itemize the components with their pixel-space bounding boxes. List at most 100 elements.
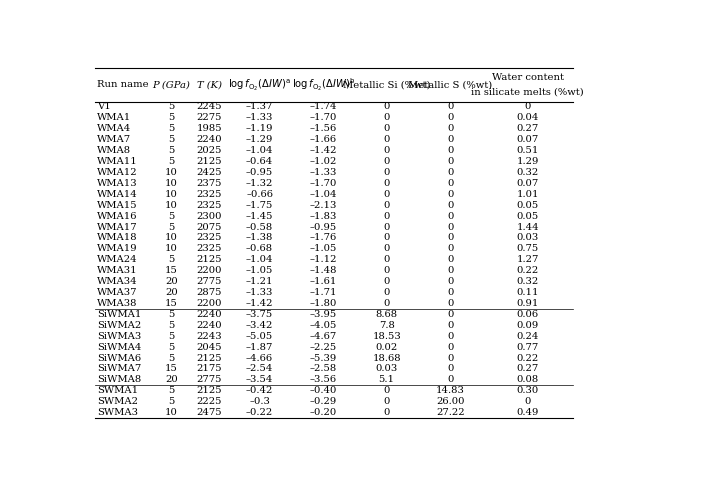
Text: –1.83: –1.83 <box>309 212 337 221</box>
Text: 0: 0 <box>447 332 453 341</box>
Text: –3.54: –3.54 <box>246 375 273 384</box>
Text: 0.22: 0.22 <box>516 354 539 362</box>
Text: WMA13: WMA13 <box>97 179 138 188</box>
Text: 0.32: 0.32 <box>516 277 539 286</box>
Text: 10: 10 <box>165 168 178 177</box>
Text: 0.08: 0.08 <box>516 375 539 384</box>
Text: 0: 0 <box>447 266 453 275</box>
Text: 0.09: 0.09 <box>516 321 539 330</box>
Text: 0.04: 0.04 <box>516 113 539 122</box>
Text: –0.29: –0.29 <box>309 397 337 406</box>
Text: Water content: Water content <box>491 73 563 82</box>
Text: SWMA1: SWMA1 <box>97 386 138 395</box>
Text: SiWMA3: SiWMA3 <box>97 332 141 341</box>
Text: 0: 0 <box>384 157 390 166</box>
Text: –0.40: –0.40 <box>309 386 337 395</box>
Text: 0.07: 0.07 <box>516 179 539 188</box>
Text: 5: 5 <box>168 102 175 111</box>
Text: 2875: 2875 <box>196 288 222 297</box>
Text: 0.51: 0.51 <box>516 146 539 155</box>
Text: 0: 0 <box>384 266 390 275</box>
Text: –1.05: –1.05 <box>309 244 337 253</box>
Text: WMA31: WMA31 <box>97 266 138 275</box>
Text: 0: 0 <box>384 397 390 406</box>
Text: –0.42: –0.42 <box>246 386 273 395</box>
Text: 2243: 2243 <box>196 332 222 341</box>
Text: 0: 0 <box>384 124 390 133</box>
Text: 0: 0 <box>384 190 390 199</box>
Text: 0: 0 <box>384 255 390 264</box>
Text: 5: 5 <box>168 386 175 395</box>
Text: 0.06: 0.06 <box>516 310 538 319</box>
Text: 0: 0 <box>447 102 453 111</box>
Text: WMA14: WMA14 <box>97 190 138 199</box>
Text: 0.24: 0.24 <box>516 332 539 341</box>
Text: 0: 0 <box>447 201 453 210</box>
Text: 0: 0 <box>384 113 390 122</box>
Text: –1.04: –1.04 <box>309 190 337 199</box>
Text: SiWMA2: SiWMA2 <box>97 321 141 330</box>
Text: 0: 0 <box>447 255 453 264</box>
Text: 14.83: 14.83 <box>436 386 465 395</box>
Text: 2025: 2025 <box>196 146 222 155</box>
Text: –1.32: –1.32 <box>246 179 273 188</box>
Text: 1.01: 1.01 <box>516 190 539 199</box>
Text: 0: 0 <box>384 244 390 253</box>
Text: 10: 10 <box>165 190 178 199</box>
Text: 0: 0 <box>447 375 453 384</box>
Text: WMA34: WMA34 <box>97 277 138 286</box>
Text: 0.05: 0.05 <box>516 212 539 221</box>
Text: 10: 10 <box>165 244 178 253</box>
Text: WMA4: WMA4 <box>97 124 131 133</box>
Text: T (K): T (K) <box>197 80 222 89</box>
Text: 0: 0 <box>524 397 530 406</box>
Text: 2240: 2240 <box>196 321 222 330</box>
Text: SiWMA6: SiWMA6 <box>97 354 141 362</box>
Text: 20: 20 <box>165 288 178 297</box>
Text: 0.05: 0.05 <box>516 201 539 210</box>
Text: SiWMA7: SiWMA7 <box>97 364 141 373</box>
Text: –0.95: –0.95 <box>309 223 337 231</box>
Text: SiWMA8: SiWMA8 <box>97 375 141 384</box>
Text: 0.27: 0.27 <box>516 124 539 133</box>
Text: 0: 0 <box>384 288 390 297</box>
Text: 15: 15 <box>165 364 178 373</box>
Text: –0.3: –0.3 <box>249 397 270 406</box>
Text: 15: 15 <box>165 299 178 308</box>
Text: WMA38: WMA38 <box>97 299 138 308</box>
Text: 0.11: 0.11 <box>516 288 539 297</box>
Text: 5: 5 <box>168 255 175 264</box>
Text: –0.58: –0.58 <box>246 223 273 231</box>
Text: 0: 0 <box>447 190 453 199</box>
Text: 5: 5 <box>168 135 175 144</box>
Text: 0.03: 0.03 <box>376 364 398 373</box>
Text: 2240: 2240 <box>196 310 222 319</box>
Text: 0.03: 0.03 <box>516 233 539 242</box>
Text: –1.61: –1.61 <box>309 277 337 286</box>
Text: –1.87: –1.87 <box>246 343 273 352</box>
Text: –1.42: –1.42 <box>309 146 337 155</box>
Text: –1.70: –1.70 <box>309 179 337 188</box>
Text: 5: 5 <box>168 146 175 155</box>
Text: 2475: 2475 <box>196 408 222 417</box>
Text: 1.27: 1.27 <box>516 255 539 264</box>
Text: WMA18: WMA18 <box>97 233 138 242</box>
Text: 2125: 2125 <box>196 255 222 264</box>
Text: 2325: 2325 <box>196 244 222 253</box>
Text: 0: 0 <box>447 310 453 319</box>
Text: 0: 0 <box>447 124 453 133</box>
Text: SWMA3: SWMA3 <box>97 408 138 417</box>
Text: 0.02: 0.02 <box>376 343 398 352</box>
Text: 20: 20 <box>165 277 178 286</box>
Text: 0: 0 <box>384 201 390 210</box>
Text: 5: 5 <box>168 124 175 133</box>
Text: –1.66: –1.66 <box>309 135 337 144</box>
Text: 7.8: 7.8 <box>379 321 394 330</box>
Text: –0.64: –0.64 <box>246 157 273 166</box>
Text: 2245: 2245 <box>196 102 222 111</box>
Text: –1.75: –1.75 <box>246 201 273 210</box>
Text: 26.00: 26.00 <box>436 397 464 406</box>
Text: 2125: 2125 <box>196 386 222 395</box>
Text: –1.80: –1.80 <box>309 299 337 308</box>
Text: SWMA2: SWMA2 <box>97 397 138 406</box>
